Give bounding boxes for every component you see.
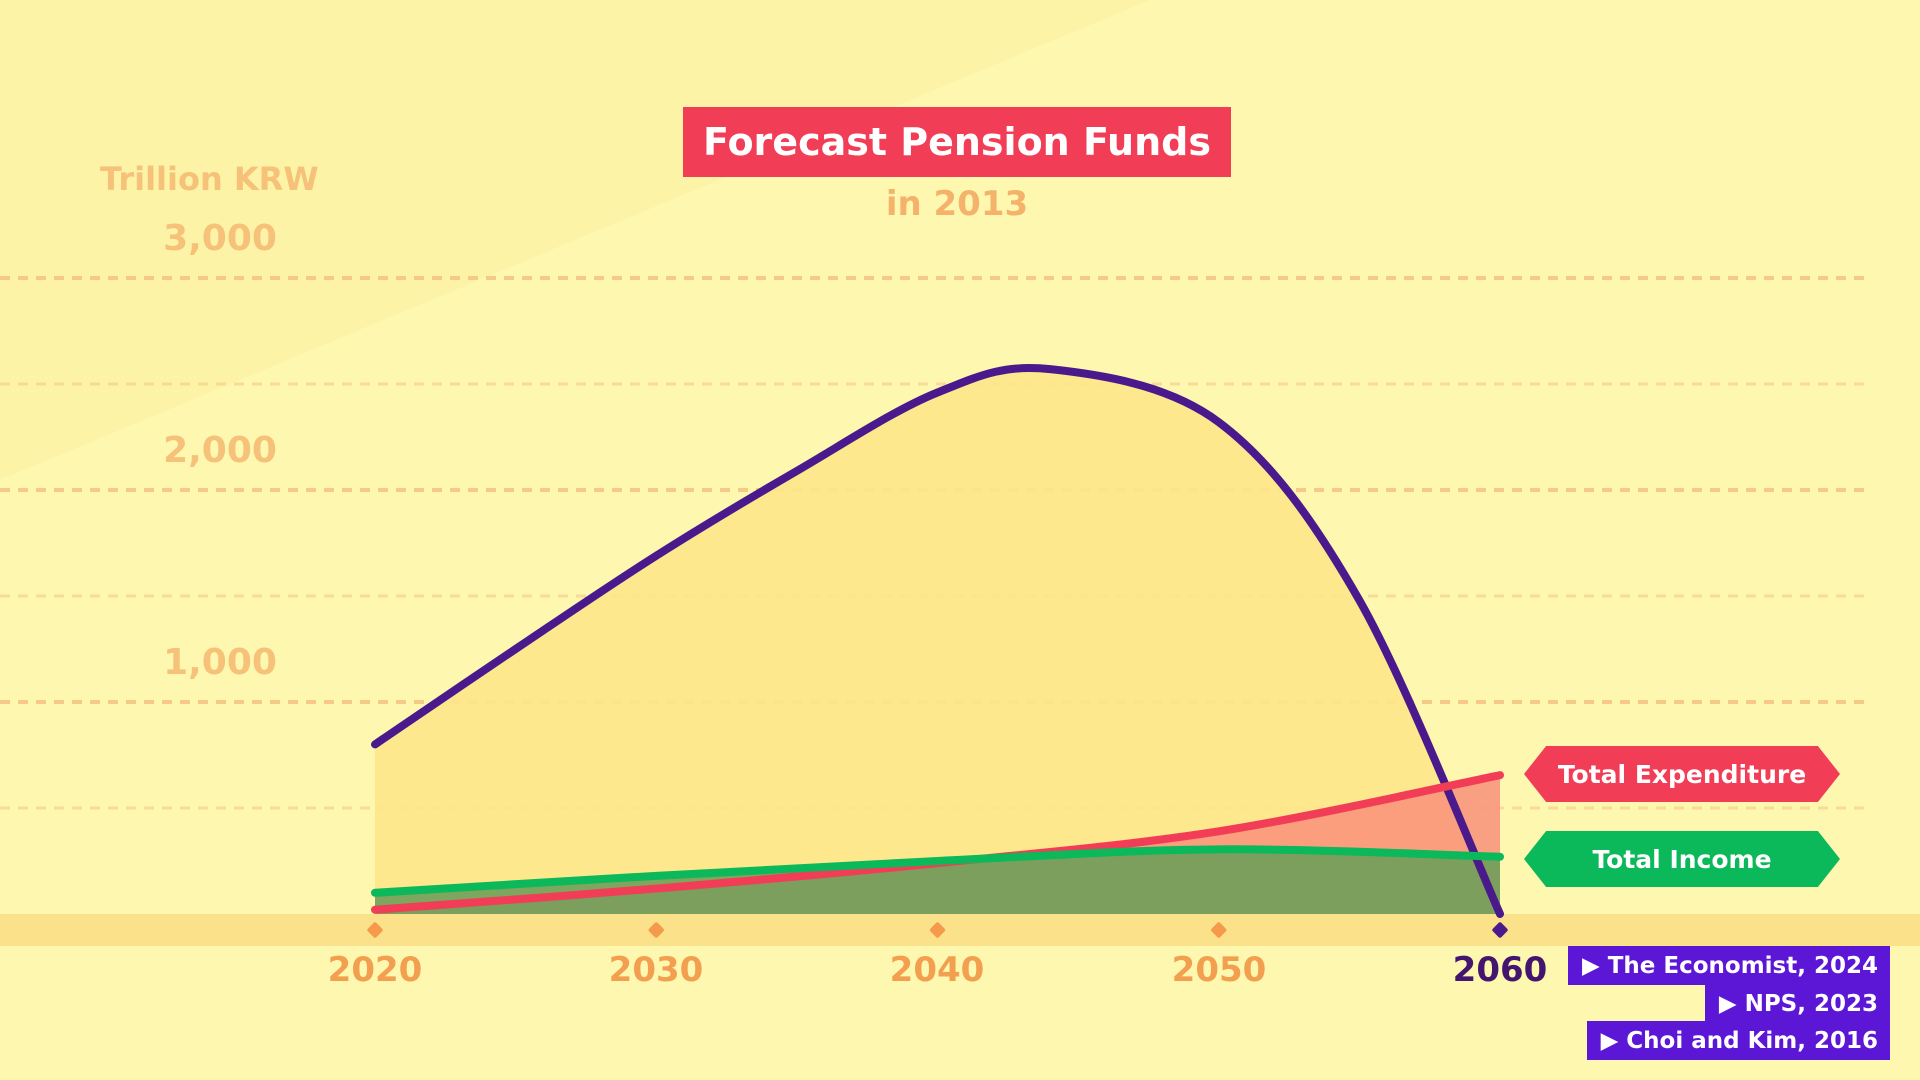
x-tick-label: 2020	[327, 950, 423, 990]
x-tick-marker	[1492, 922, 1508, 938]
area-pension-fund	[375, 367, 1500, 914]
source-economist: ▶ The Economist, 2024	[1568, 946, 1890, 985]
source-nps: ▶ NPS, 2023	[1704, 984, 1890, 1023]
x-tick-marker	[648, 922, 664, 938]
line-total-income	[371, 845, 1504, 897]
x-tick-label: 2050	[1171, 950, 1267, 990]
x-tick-label: 2030	[608, 950, 704, 990]
chart-title: Forecast Pension Funds	[683, 107, 1231, 177]
line-pension-fund	[371, 364, 1504, 918]
y-tick-label: 3,000	[163, 218, 277, 259]
x-tick-marker	[1211, 922, 1227, 938]
area-total-income	[375, 849, 1500, 914]
x-tick-marker	[367, 922, 383, 938]
y-tick-label: 2,000	[163, 430, 277, 471]
x-axis-band	[0, 914, 1920, 946]
y-axis-unit: Trillion KRW	[100, 160, 319, 198]
legend-total-expenditure: Total Expenditure	[1524, 746, 1840, 802]
chart-subtitle: in 2013	[885, 184, 1029, 224]
source-choi-kim: ▶ Choi and Kim, 2016	[1586, 1021, 1890, 1060]
y-tick-label: 1,000	[163, 642, 277, 683]
legend-total-income: Total Income	[1524, 831, 1840, 887]
x-tick-label: 2040	[889, 950, 985, 990]
x-tick-label: 2060	[1452, 950, 1548, 990]
x-tick-marker	[929, 922, 946, 938]
